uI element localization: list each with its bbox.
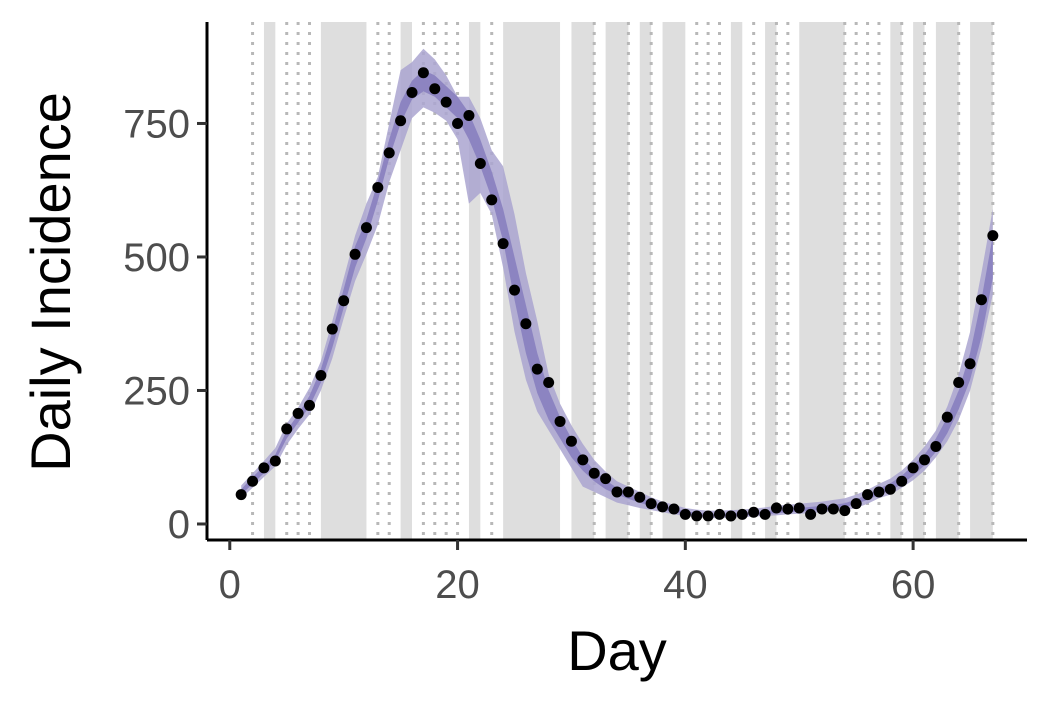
observed-point-day-8 [315, 370, 327, 382]
observed-point-day-20 [452, 117, 464, 129]
observed-point-day-53 [827, 503, 839, 515]
y-axis-title: Daily Incidence [19, 92, 82, 472]
y-tick-label-500: 500 [123, 236, 190, 280]
observed-point-day-5 [281, 423, 293, 435]
observed-point-day-11 [349, 248, 361, 260]
observed-point-day-54 [839, 505, 851, 517]
observed-point-day-19 [440, 96, 452, 108]
observed-point-day-48 [770, 502, 782, 514]
observed-point-day-37 [645, 498, 657, 510]
shaded-interval-13 [913, 22, 925, 540]
observed-point-day-43 [714, 508, 725, 520]
shaded-interval-6 [605, 22, 629, 540]
observed-point-day-45 [736, 508, 748, 520]
observed-point-day-51 [805, 508, 817, 520]
y-tick-label-250: 250 [123, 369, 190, 413]
observed-point-day-18 [429, 83, 441, 95]
observed-point-day-50 [793, 502, 805, 514]
y-tick-label-0: 0 [168, 503, 190, 547]
axes [197, 22, 1027, 550]
observed-point-day-4 [269, 455, 281, 467]
observed-point-day-13 [372, 182, 384, 194]
observed-point-day-15 [395, 115, 407, 127]
observed-point-day-35 [622, 486, 634, 498]
shaded-interval-9 [730, 22, 743, 540]
observed-point-day-26 [520, 318, 532, 330]
observed-point-day-14 [383, 147, 395, 159]
x-tick-label-0: 0 [219, 563, 241, 607]
observed-point-day-30 [565, 435, 577, 447]
observed-point-day-44 [725, 510, 737, 522]
observed-point-day-56 [862, 489, 874, 501]
observed-point-day-22 [474, 158, 486, 170]
observed-point-day-7 [304, 399, 315, 411]
observed-point-day-23 [486, 194, 498, 206]
y-tick-label-750: 750 [123, 102, 190, 146]
observed-point-day-49 [782, 503, 794, 515]
observed-point-day-9 [326, 323, 338, 335]
shaded-interval-2 [400, 22, 412, 540]
observed-point-day-10 [338, 295, 350, 307]
observed-point-day-6 [292, 407, 304, 419]
observed-point-day-58 [884, 483, 896, 495]
observed-point-day-32 [588, 467, 600, 479]
observed-point-day-17 [417, 67, 429, 79]
observed-point-day-2 [247, 475, 259, 487]
observed-point-day-59 [896, 475, 908, 487]
observed-point-day-16 [406, 86, 418, 98]
observed-point-day-38 [657, 501, 669, 513]
observed-point-day-41 [691, 510, 703, 522]
observed-points [235, 67, 999, 522]
x-tick-label-60: 60 [891, 563, 936, 607]
shaded-interval-14 [935, 22, 959, 540]
shaded-interval-10 [765, 22, 777, 540]
observed-point-day-27 [531, 363, 543, 375]
observed-point-day-28 [543, 376, 555, 388]
shaded-interval-7 [639, 22, 652, 540]
observed-point-day-46 [748, 506, 760, 518]
observed-point-day-39 [668, 503, 680, 515]
shaded-interval-0 [263, 22, 276, 540]
observed-point-day-57 [873, 486, 885, 498]
shaded-interval-5 [571, 22, 595, 540]
observed-point-day-52 [816, 503, 828, 515]
observed-point-day-34 [611, 486, 623, 498]
observed-point-day-21 [463, 109, 475, 121]
observed-point-day-12 [360, 222, 372, 234]
observed-point-day-62 [930, 441, 942, 453]
observed-point-day-29 [554, 415, 566, 427]
observed-point-day-3 [258, 462, 270, 474]
observed-point-day-65 [964, 358, 976, 370]
observed-point-day-25 [509, 284, 520, 296]
uncertainty-bands [241, 48, 993, 519]
observed-point-day-31 [577, 454, 589, 466]
observed-point-day-61 [919, 454, 930, 466]
observed-point-day-33 [600, 473, 612, 485]
x-axis-title: Day [567, 619, 667, 682]
shaded-interval-11 [799, 22, 845, 540]
shaded-interval-12 [890, 22, 902, 540]
observed-point-day-40 [679, 508, 691, 520]
observed-point-day-63 [941, 411, 953, 423]
observed-point-day-42 [702, 510, 714, 522]
x-tick-label-20: 20 [435, 563, 480, 607]
observed-point-day-67 [987, 230, 999, 242]
observed-point-day-66 [975, 294, 987, 306]
observed-point-day-1 [235, 489, 247, 501]
observed-point-day-36 [634, 491, 646, 503]
observed-point-day-55 [850, 498, 862, 510]
x-tick-label-40: 40 [663, 563, 708, 607]
shaded-interval-3 [468, 22, 481, 540]
observed-point-day-47 [759, 508, 771, 520]
observed-point-day-60 [907, 462, 919, 474]
tick-labels: 0 250 500 750 0 20 40 60 [123, 102, 935, 607]
observed-point-day-64 [953, 376, 965, 388]
shaded-intervals [263, 22, 993, 540]
shaded-interval-8 [662, 22, 686, 540]
observed-point-day-24 [497, 238, 509, 250]
dotted-vertical-lines [251, 22, 995, 540]
